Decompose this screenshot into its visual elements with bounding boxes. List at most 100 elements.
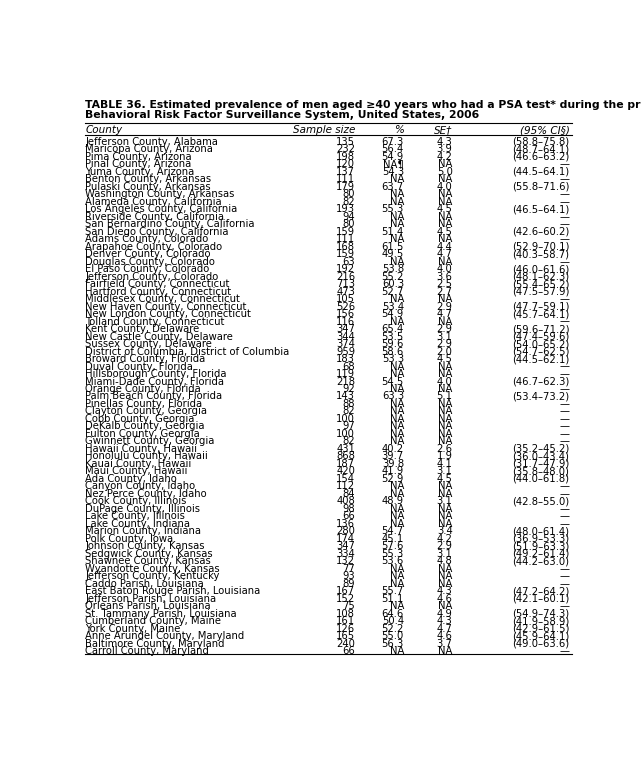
- Text: 68: 68: [342, 362, 355, 372]
- Text: (46.7–62.3): (46.7–62.3): [512, 376, 569, 387]
- Text: (49.0–63.6): (49.0–63.6): [512, 639, 569, 649]
- Text: NA: NA: [390, 407, 404, 417]
- Text: 713: 713: [337, 279, 355, 289]
- Text: —: —: [560, 407, 569, 417]
- Text: Alameda County, California: Alameda County, California: [85, 197, 222, 207]
- Text: (55.8–71.6): (55.8–71.6): [512, 182, 569, 192]
- Text: 41.9: 41.9: [381, 466, 404, 476]
- Text: NA: NA: [390, 571, 404, 581]
- Text: 167: 167: [336, 586, 355, 596]
- Text: NA: NA: [390, 519, 404, 529]
- Text: 58.6: 58.6: [381, 346, 404, 356]
- Text: NA: NA: [438, 317, 453, 327]
- Text: 54.3: 54.3: [382, 167, 404, 177]
- Text: (52.9–70.1): (52.9–70.1): [512, 242, 569, 252]
- Text: Jefferson Parish, Louisiana: Jefferson Parish, Louisiana: [85, 594, 216, 604]
- Text: (55.4–65.2): (55.4–65.2): [512, 279, 569, 289]
- Text: (47.7–59.1): (47.7–59.1): [512, 301, 569, 311]
- Text: 80: 80: [343, 219, 355, 229]
- Text: 344: 344: [337, 332, 355, 342]
- Text: NA¶: NA¶: [383, 159, 404, 169]
- Text: 2.6: 2.6: [437, 444, 453, 454]
- Text: Cook County, Illinois: Cook County, Illinois: [85, 497, 187, 507]
- Text: NA: NA: [438, 256, 453, 266]
- Text: 92: 92: [342, 384, 355, 394]
- Text: (35.8–48.0): (35.8–48.0): [513, 466, 569, 476]
- Text: 4.6: 4.6: [437, 594, 453, 604]
- Text: 4.7: 4.7: [437, 250, 453, 259]
- Text: 89: 89: [342, 579, 355, 589]
- Text: 126: 126: [336, 623, 355, 634]
- Text: (46.5–64.1): (46.5–64.1): [512, 204, 569, 214]
- Text: 159: 159: [336, 250, 355, 259]
- Text: NA: NA: [438, 504, 453, 513]
- Text: Pinal County, Arizona: Pinal County, Arizona: [85, 159, 192, 169]
- Text: 63.7: 63.7: [381, 182, 404, 192]
- Text: 4.5: 4.5: [437, 474, 453, 484]
- Text: 84: 84: [343, 489, 355, 499]
- Text: NA: NA: [438, 234, 453, 244]
- Text: New Castle County, Delaware: New Castle County, Delaware: [85, 332, 233, 342]
- Text: NA: NA: [438, 219, 453, 229]
- Text: Miami-Dade County, Florida: Miami-Dade County, Florida: [85, 376, 224, 387]
- Text: (48.1–62.3): (48.1–62.3): [512, 272, 569, 282]
- Text: 4.5: 4.5: [437, 354, 453, 364]
- Text: Nez Perce County, Idaho: Nez Perce County, Idaho: [85, 489, 206, 499]
- Text: 100: 100: [337, 429, 355, 439]
- Text: Pulaski County, Arkansas: Pulaski County, Arkansas: [85, 182, 211, 192]
- Text: 3.1: 3.1: [437, 332, 453, 342]
- Text: 51.1: 51.1: [381, 594, 404, 604]
- Text: 473: 473: [337, 287, 355, 297]
- Text: Sedgwick County, Kansas: Sedgwick County, Kansas: [85, 549, 213, 559]
- Text: 53.4: 53.4: [382, 301, 404, 311]
- Text: Polk County, Iowa: Polk County, Iowa: [85, 534, 173, 544]
- Text: (31.7–47.9): (31.7–47.9): [512, 459, 569, 469]
- Text: District of Columbia, District of Columbia: District of Columbia, District of Columb…: [85, 346, 289, 356]
- Text: 100: 100: [337, 414, 355, 424]
- Text: NA: NA: [390, 601, 404, 611]
- Text: 431: 431: [337, 444, 355, 454]
- Text: Canyon County, Idaho: Canyon County, Idaho: [85, 481, 196, 491]
- Text: 77: 77: [342, 564, 355, 574]
- Text: 3.9: 3.9: [437, 144, 453, 154]
- Text: 61.5: 61.5: [381, 242, 404, 252]
- Text: NA: NA: [438, 399, 453, 409]
- Text: 55.3: 55.3: [381, 204, 404, 214]
- Text: 111: 111: [336, 234, 355, 244]
- Text: Fulton County, Georgia: Fulton County, Georgia: [85, 429, 200, 439]
- Text: Honolulu County, Hawaii: Honolulu County, Hawaii: [85, 452, 208, 462]
- Text: (95% CI§): (95% CI§): [520, 125, 569, 135]
- Text: (42.6–60.2): (42.6–60.2): [512, 227, 569, 237]
- Text: 39.7: 39.7: [381, 452, 404, 462]
- Text: 154: 154: [337, 474, 355, 484]
- Text: 120: 120: [337, 159, 355, 169]
- Text: 2.9: 2.9: [437, 301, 453, 311]
- Text: San Bernardino County, California: San Bernardino County, California: [85, 219, 254, 229]
- Text: (59.6–71.2): (59.6–71.2): [512, 324, 569, 334]
- Text: Caddo Parish, Louisiana: Caddo Parish, Louisiana: [85, 579, 204, 589]
- Text: —: —: [560, 234, 569, 244]
- Text: Gwinnett County, Georgia: Gwinnett County, Georgia: [85, 436, 215, 446]
- Text: (54.0–65.2): (54.0–65.2): [512, 339, 569, 349]
- Text: 3.4: 3.4: [437, 526, 453, 536]
- Text: Fairfield County, Connecticut: Fairfield County, Connecticut: [85, 279, 229, 289]
- Text: —: —: [560, 189, 569, 199]
- Text: 82: 82: [342, 197, 355, 207]
- Text: —: —: [560, 601, 569, 611]
- Text: 4.2: 4.2: [437, 534, 453, 544]
- Text: —: —: [560, 219, 569, 229]
- Text: 240: 240: [337, 639, 355, 649]
- Text: NA: NA: [390, 414, 404, 424]
- Text: New London County, Connecticut: New London County, Connecticut: [85, 309, 251, 319]
- Text: Cobb County, Georgia: Cobb County, Georgia: [85, 414, 194, 424]
- Text: 5.1: 5.1: [437, 391, 453, 401]
- Text: 82: 82: [342, 407, 355, 417]
- Text: (47.4–59.6): (47.4–59.6): [512, 332, 569, 342]
- Text: Jefferson County, Colorado: Jefferson County, Colorado: [85, 272, 219, 282]
- Text: Clayton County, Georgia: Clayton County, Georgia: [85, 407, 207, 417]
- Text: Ada County, Idaho: Ada County, Idaho: [85, 474, 177, 484]
- Text: 193: 193: [337, 204, 355, 214]
- Text: Pinellas County, Florida: Pinellas County, Florida: [85, 399, 202, 409]
- Text: —: —: [560, 414, 569, 424]
- Text: —: —: [560, 436, 569, 446]
